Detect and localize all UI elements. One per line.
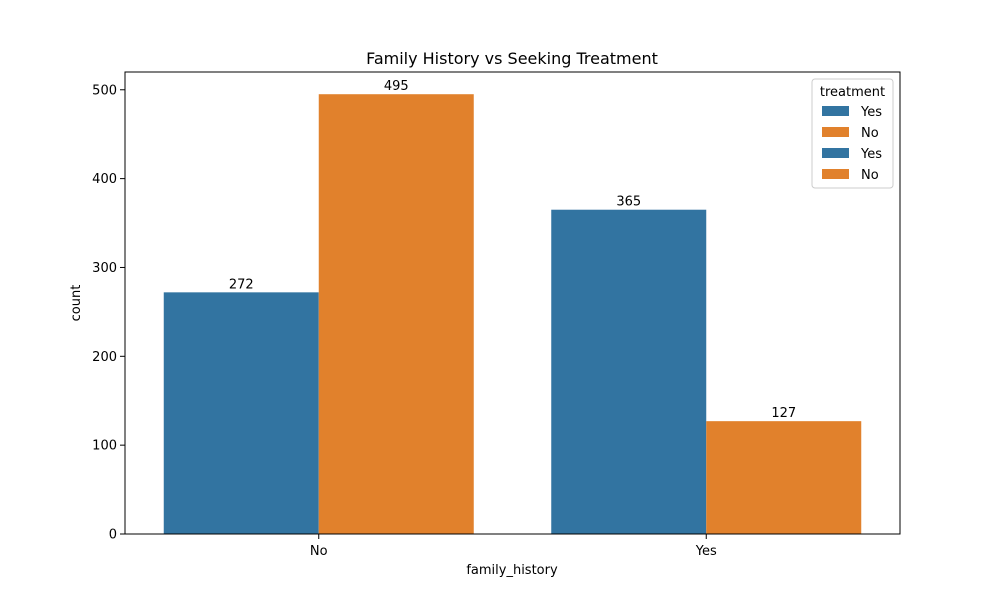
data-label: 365 [616,195,641,210]
legend: treatment Yes No Yes No [811,78,894,189]
y-tick-label: 100 [92,439,117,454]
x-tick-label: Yes [695,544,717,559]
plot-frame [124,71,901,535]
y-tick-label: 400 [92,172,117,187]
y-tick-label: 200 [92,350,117,365]
bars-group [163,94,862,534]
legend-label: Yes [860,147,882,162]
legend-label: Yes [860,105,882,120]
data-labels-group: 272 495 365 127 [229,79,796,421]
legend-label: No [861,126,879,141]
bar-no-yes [163,292,319,534]
legend-title: treatment [820,85,885,100]
legend-swatch [822,127,849,137]
chart-title: Family History vs Seeking Treatment [366,49,658,68]
x-axis-label: family_history [466,563,558,578]
bar-no-no [318,94,474,534]
y-tick-label: 500 [92,83,117,98]
y-tick-label: 300 [92,261,117,276]
legend-swatch [822,148,849,158]
bar-yes-yes [551,209,707,534]
y-tick-label: 0 [109,528,117,543]
y-axis: 0 100 200 300 400 500 [92,83,125,543]
y-axis-label: count [69,285,84,322]
x-tick-label: No [310,544,328,559]
legend-swatch [822,106,849,116]
legend-swatch [822,169,849,179]
bar-yes-no [706,421,862,534]
legend-label: No [861,168,879,183]
data-label: 127 [771,406,796,421]
data-label: 495 [384,79,409,94]
x-axis: No Yes [310,534,717,559]
data-label: 272 [229,277,254,292]
